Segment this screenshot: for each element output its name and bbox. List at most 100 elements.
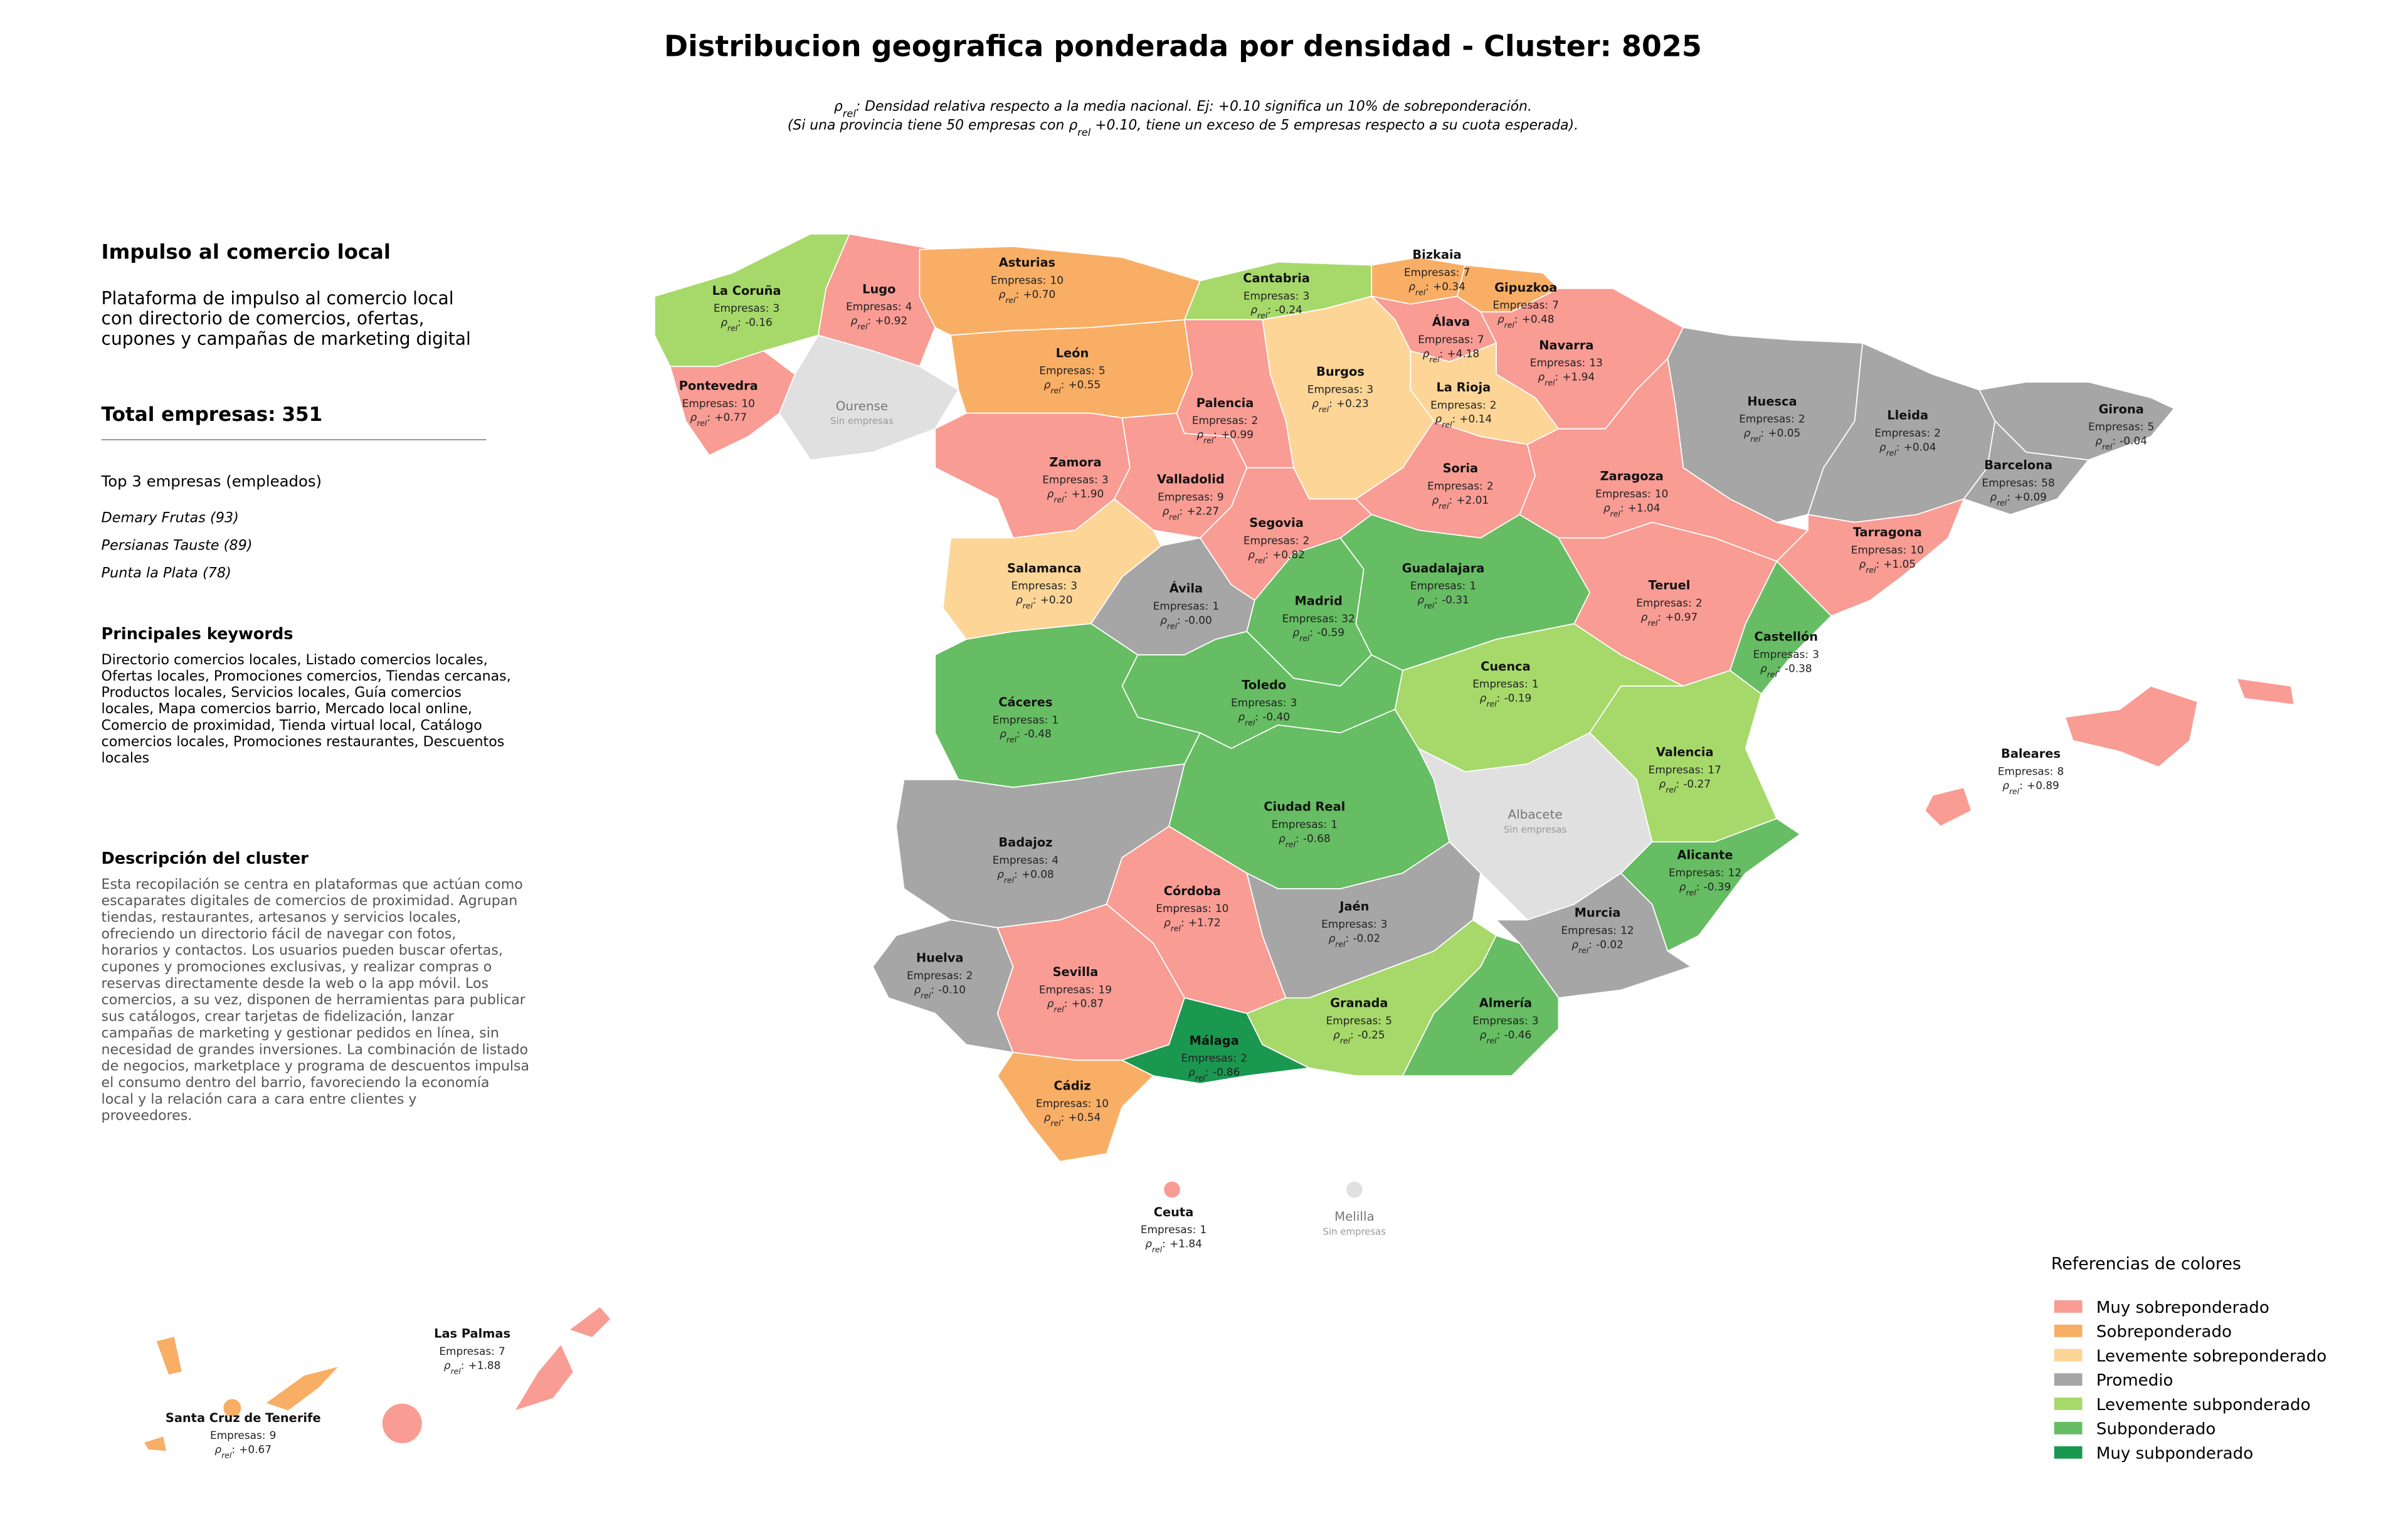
province-rho: ρrel: +0.34	[1408, 280, 1465, 297]
count-value: 1	[1052, 713, 1059, 726]
province-count: Empresas: 7	[1404, 266, 1470, 279]
province-rho: ρrel: +0.97	[1641, 610, 1698, 627]
province-rho: ρrel: +0.14	[1435, 413, 1492, 430]
rho-symbol: ρ	[1435, 413, 1442, 425]
rho-symbol: ρ	[1760, 662, 1767, 674]
province-rho: ρrel: +0.70	[999, 288, 1056, 305]
province-rho: ρrel: -0.39	[1679, 880, 1731, 897]
rho-value: -0.31	[1442, 593, 1469, 606]
rho-sub: rel	[1255, 555, 1265, 565]
count-value: 19	[1099, 983, 1112, 995]
province-rho: ρrel: +0.09	[1990, 491, 2047, 507]
keywords-title: Principales keywords	[102, 625, 293, 644]
rho-symbol: ρ	[1333, 1028, 1340, 1041]
province-count: Empresas: 1	[1272, 818, 1338, 830]
rho-symbol: ρ	[1188, 1066, 1195, 1078]
rho-colon: :	[1555, 371, 1558, 383]
rho-value: +0.20	[1040, 593, 1073, 606]
province-name: Valladolid	[1157, 472, 1225, 487]
province-shape	[2064, 685, 2199, 768]
count-label: Empresas:	[1410, 580, 1465, 592]
count-label: Empresas:	[1321, 918, 1376, 930]
total: Total empresas: 351	[102, 403, 323, 426]
province-name: Madrid	[1295, 593, 1343, 608]
province	[996, 1051, 1154, 1162]
no-data-label: Sin empresas	[830, 415, 894, 427]
province-rho: ρrel: +0.92	[850, 314, 907, 331]
rho-symbol: ρ	[444, 1359, 451, 1371]
province-count: Empresas: 1	[1153, 600, 1219, 612]
province-rho: ρrel: +0.23	[1312, 397, 1369, 414]
count-value: 1	[1200, 1223, 1207, 1236]
rho-colon: :	[1896, 440, 1900, 453]
rho-sub: rel	[2009, 786, 2020, 795]
province-count: Empresas: 7	[1493, 299, 1559, 311]
count-value: 5	[2148, 420, 2155, 433]
rho-symbol: ρ	[1164, 916, 1171, 928]
rho-sub: rel	[1666, 785, 1676, 794]
count-label: Empresas:	[993, 854, 1048, 866]
rho-value: -0.10	[938, 983, 966, 995]
province-name: Tarragona	[1853, 525, 1922, 539]
subtitle-part: +0.10, tiene un exceso de 5 empresas res…	[1090, 117, 1578, 133]
rho-colon: :	[2112, 434, 2116, 447]
rho-value: -0.02	[1353, 931, 1380, 944]
province-name: Córdoba	[1164, 884, 1221, 898]
legend-label: Levemente sobreponderado	[2096, 1347, 2326, 1366]
rho-colon: :	[1213, 428, 1217, 441]
province-name: Zaragoza	[1600, 469, 1664, 484]
province-count: Empresas: 2	[1636, 597, 1702, 609]
legend: Referencias de colores Muy sobreponderado…	[2051, 1254, 2326, 1463]
province-name: Melilla	[1334, 1209, 1375, 1224]
rho-colon: :	[1350, 1028, 1354, 1041]
subtitle-part: (Si una provincia tiene 50 empresas con	[788, 117, 1069, 133]
rho-sub: rel	[1997, 497, 2007, 507]
province-rho: ρrel: -0.25	[1333, 1028, 1385, 1045]
province-name: Lugo	[862, 282, 895, 296]
count-label: Empresas:	[1404, 266, 1459, 279]
province-name: Zamora	[1049, 455, 1101, 469]
rho-colon: :	[2007, 491, 2010, 503]
count-value: 2	[1798, 413, 1805, 425]
province-name: Valencia	[1656, 745, 1714, 760]
province-shape	[1963, 420, 2090, 516]
province	[142, 1335, 342, 1453]
rho-value: -0.39	[1704, 880, 1731, 893]
count-label: Empresas:	[1192, 414, 1247, 427]
count-label: Empresas:	[1595, 487, 1650, 500]
count-value: 1	[1532, 677, 1539, 690]
count-value: 58	[2041, 477, 2055, 489]
count-value: 7	[1552, 299, 1559, 311]
rho-colon: :	[1162, 1237, 1166, 1249]
description-line: proveedores.	[102, 1108, 193, 1124]
rho-sub: rel	[1006, 735, 1017, 744]
count-label: Empresas:	[1669, 866, 1724, 879]
province-rho: ρrel: -0.10	[914, 983, 966, 1000]
province-count: Empresas: 10	[1036, 1097, 1109, 1110]
rho-symbol: ρ	[2095, 434, 2102, 447]
rho-value: -0.16	[745, 316, 773, 329]
province-name: Las Palmas	[434, 1327, 510, 1341]
province-rho: ρrel: -0.40	[1238, 710, 1290, 727]
rho-colon: :	[461, 1359, 465, 1371]
province-name: La Rioja	[1436, 380, 1491, 395]
province-rho: ρrel: -0.59	[1292, 626, 1344, 643]
province-name: Santa Cruz de Tenerife	[166, 1411, 321, 1425]
province	[1924, 677, 2295, 827]
count-value: 2	[1934, 427, 1941, 439]
province-rho: ρrel: +0.20	[1016, 593, 1073, 610]
subtitle-part: rel	[1077, 126, 1091, 138]
province-name: Gipuzkoa	[1494, 280, 1557, 295]
rho-colon: :	[1205, 1066, 1209, 1078]
rho-symbol: ρ	[721, 316, 727, 329]
province-name: Huelva	[916, 951, 964, 965]
province-count: Empresas: 12	[1669, 866, 1741, 879]
province-count: Empresas: 32	[1282, 612, 1355, 625]
rho-colon: :	[1033, 593, 1037, 606]
rho-value: -0.24	[1275, 304, 1302, 316]
rho-colon: :	[1452, 413, 1455, 425]
rho-sub: rel	[1429, 354, 1440, 364]
count-value: 32	[1341, 612, 1355, 625]
rho-colon: :	[1255, 710, 1259, 723]
top-company: Demary Frutas (93)	[102, 510, 239, 526]
